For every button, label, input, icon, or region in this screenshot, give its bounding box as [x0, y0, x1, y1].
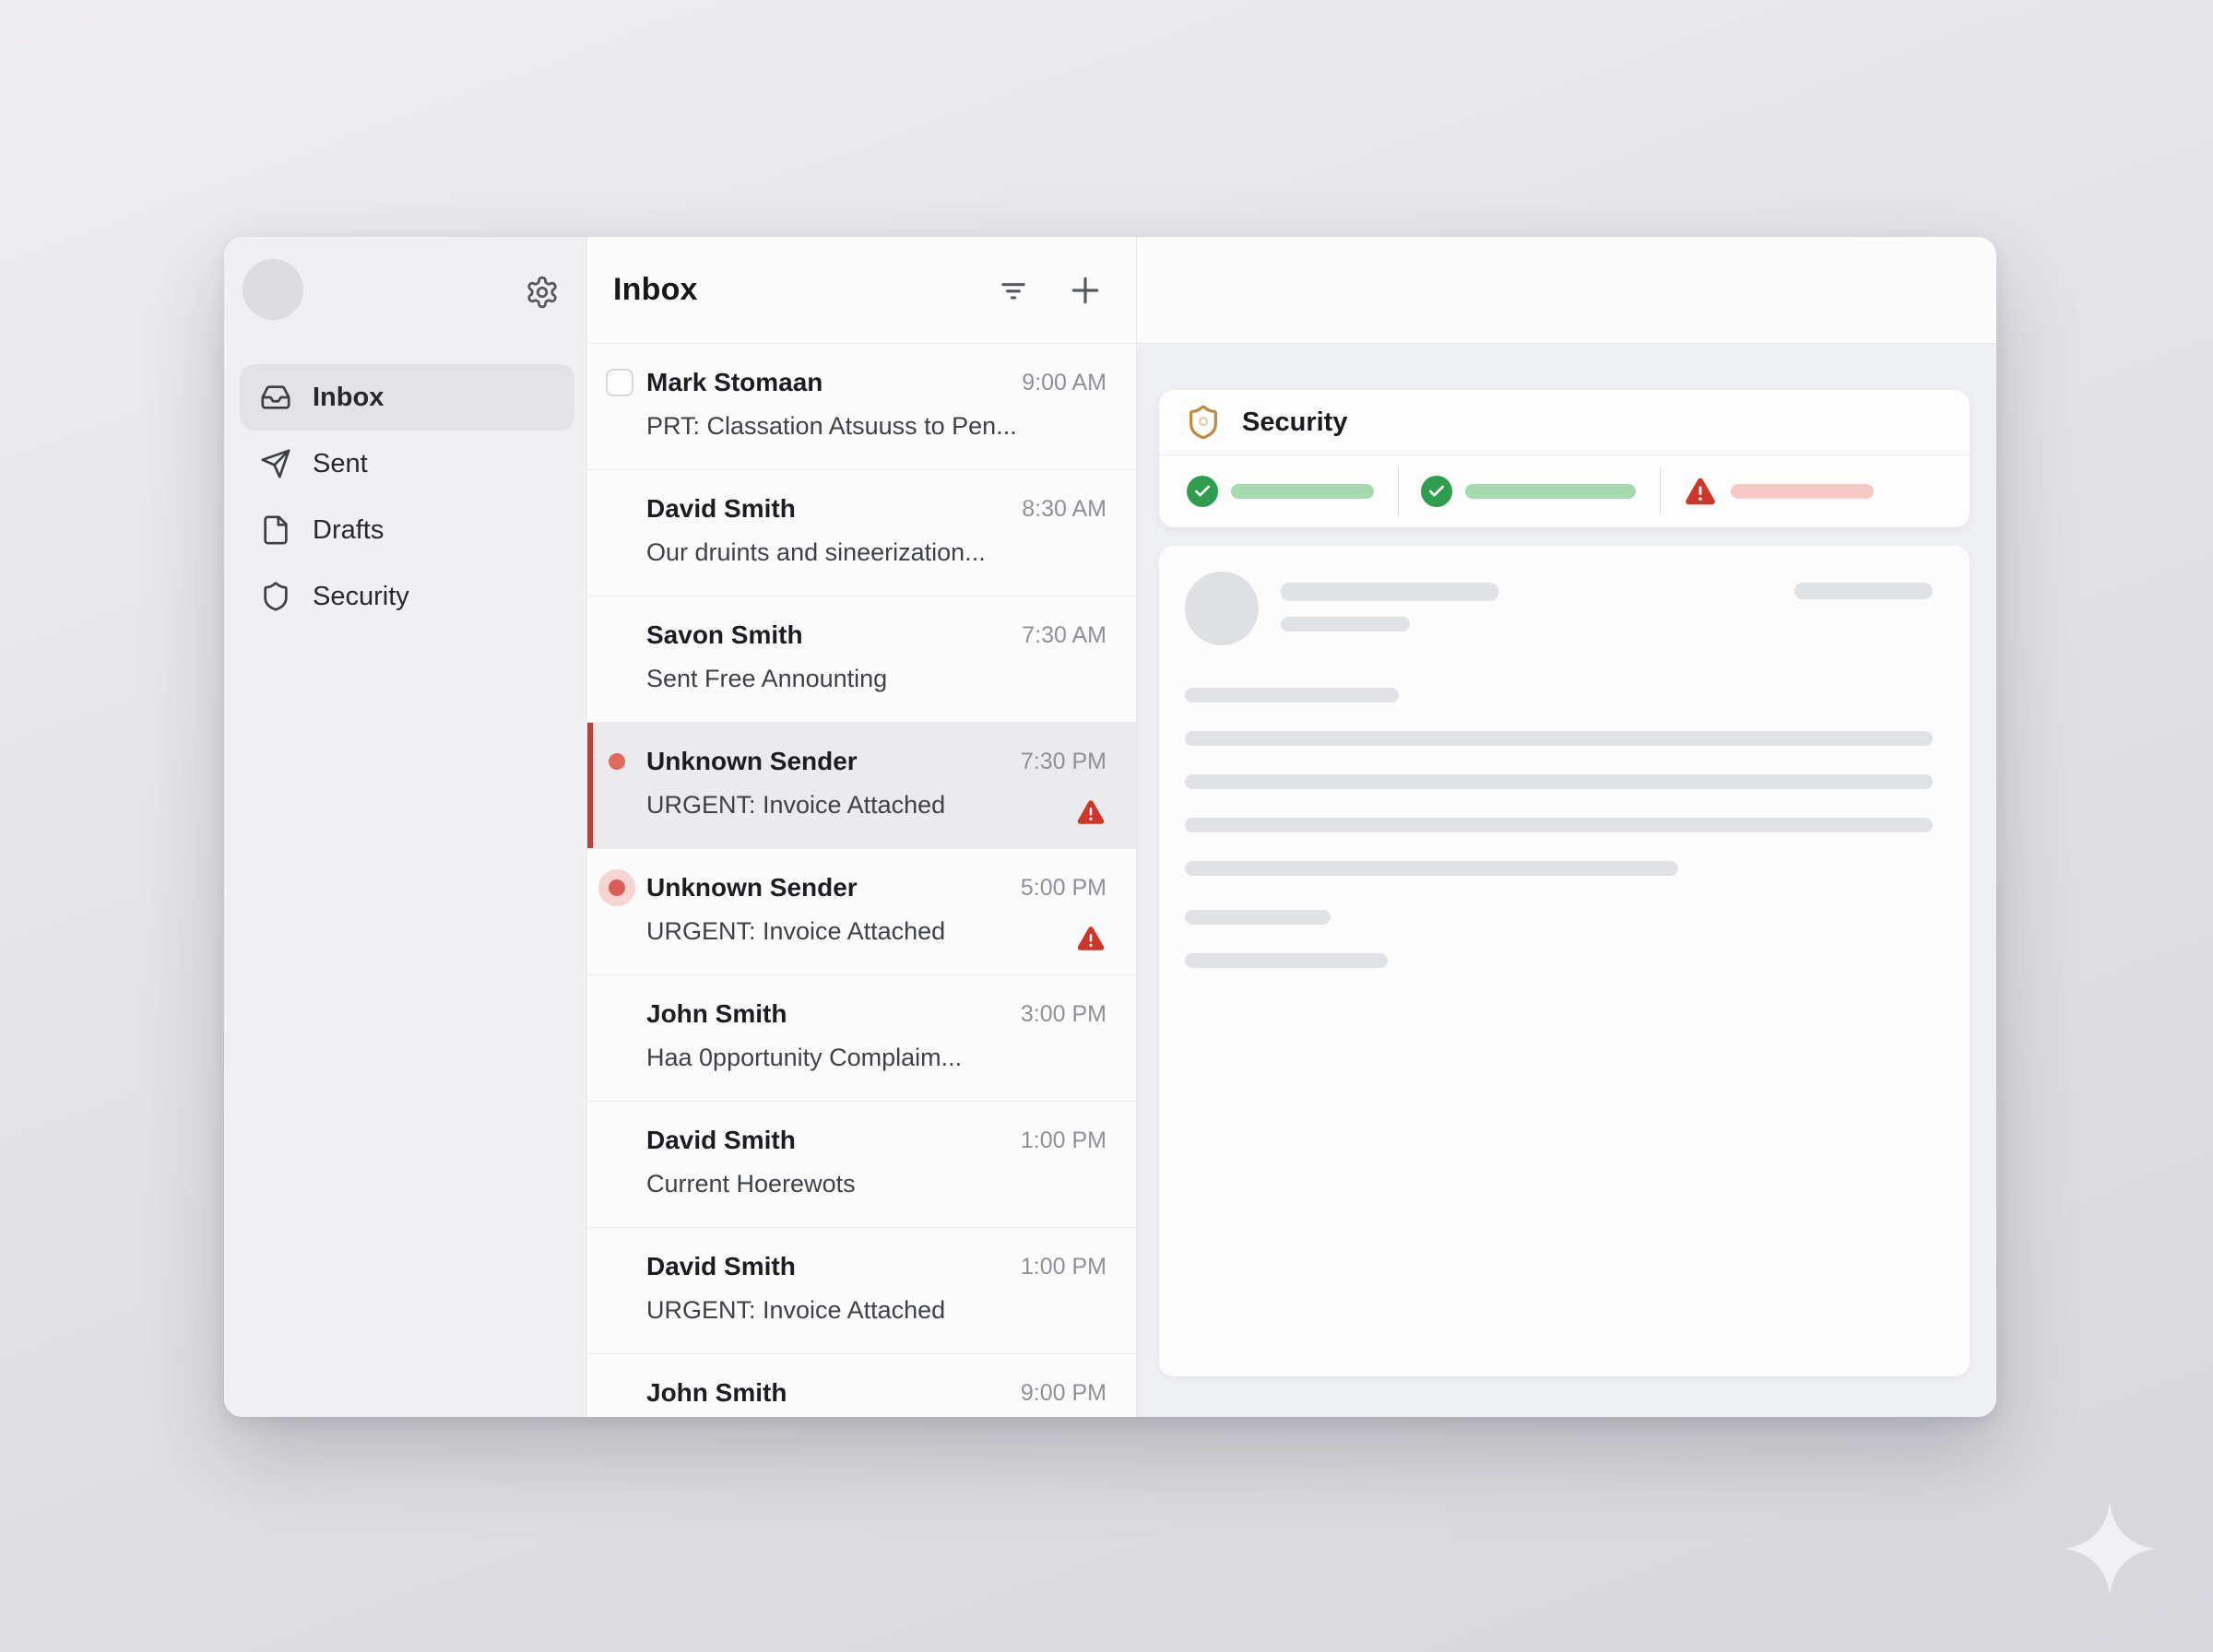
email-subject: URGENT: Invoice Attached	[646, 791, 946, 819]
shield-badge-icon	[1189, 405, 1217, 440]
email-sender: Unknown Sender	[646, 873, 858, 902]
check-circle-icon	[1421, 476, 1452, 507]
email-sender: David Smith	[646, 494, 796, 523]
email-sender: John Smith	[646, 999, 787, 1028]
security-panel-title: Security	[1242, 407, 1348, 437]
check-circle-icon	[1187, 476, 1218, 507]
email-row[interactable]: John Smith Haa 0pportunity Complaim... 3…	[587, 975, 1136, 1102]
sidebar-item-security[interactable]: Security	[240, 563, 574, 630]
sidebar: Inbox Sent Drafts Security	[224, 237, 586, 1417]
body-line-placeholder	[1185, 818, 1933, 832]
email-subject: URGENT: Invoice Attached	[646, 917, 946, 945]
email-time: 7:30 PM	[1020, 749, 1106, 774]
reading-pane: Security	[1137, 237, 1996, 1417]
subject-placeholder	[1185, 688, 1399, 702]
email-checkbox[interactable]	[606, 369, 633, 396]
sidebar-item-label: Drafts	[313, 514, 385, 545]
security-status-pass	[1165, 476, 1374, 507]
compose-button[interactable]	[1068, 273, 1103, 308]
email-row[interactable]: Unknown Sender URGENT: Invoice Attached …	[587, 849, 1136, 975]
email-time: 1:00 PM	[1020, 1127, 1106, 1153]
file-icon	[264, 515, 288, 545]
sidebar-item-sent[interactable]: Sent	[240, 431, 574, 497]
avatar[interactable]	[243, 259, 303, 320]
unread-dot	[609, 879, 625, 896]
sidebar-item-label: Sent	[313, 448, 368, 478]
email-time: 8:30 AM	[1022, 496, 1106, 522]
sender-address-placeholder	[1281, 617, 1410, 631]
email-subject: PRT: Classation Atsuuss to Pen...	[646, 412, 1017, 440]
email-client-window: Inbox Sent Drafts Security Inbox	[224, 237, 1996, 1417]
gear-icon	[527, 276, 557, 309]
body-line-placeholder	[1185, 731, 1933, 746]
status-bar-pass	[1231, 484, 1374, 499]
email-sender: David Smith	[646, 1126, 796, 1154]
send-icon	[261, 449, 290, 478]
divider	[1398, 467, 1399, 515]
sidebar-item-drafts[interactable]: Drafts	[240, 497, 574, 563]
email-row[interactable]: Mark Stomaan PRT: Classation Atsuuss to …	[587, 344, 1136, 470]
status-bar-alert	[1731, 484, 1874, 499]
shield-icon	[264, 582, 288, 611]
email-subject: Haa 0pportunity Complaim...	[646, 1044, 963, 1071]
email-row[interactable]: Savon Smith Sent Free Announting 7:30 AM	[587, 596, 1136, 723]
body-line-placeholder	[1185, 953, 1388, 968]
body-line-placeholder	[1185, 774, 1933, 789]
reading-pane-header	[1137, 237, 1996, 344]
email-subject: URGENT: Invoice Attached	[646, 1296, 946, 1324]
divider	[1660, 467, 1661, 515]
email-time: 9:00 AM	[1022, 370, 1106, 395]
warning-triangle-icon	[1686, 478, 1715, 505]
email-list-pane: Inbox Mark Stomaan PRT: Classation Atsuu…	[586, 237, 1137, 1417]
email-sender: Savon Smith	[646, 620, 803, 649]
date-placeholder	[1794, 583, 1933, 599]
body-line-placeholder	[1185, 910, 1331, 925]
email-row-selected[interactable]: Unknown Sender URGENT: Invoice Attached …	[587, 723, 1136, 849]
sidebar-item-inbox[interactable]: Inbox	[240, 364, 574, 431]
sparkle-icon	[2064, 1503, 2156, 1595]
security-status-pass	[1399, 476, 1636, 507]
email-row[interactable]: David Smith Current Hoerewots 1:00 PM	[587, 1102, 1136, 1228]
email-subject: Sent Free Announting	[646, 665, 888, 692]
security-status-alert	[1661, 474, 1874, 509]
list-header: Inbox	[587, 237, 1136, 344]
status-bar-pass	[1465, 484, 1636, 499]
security-status-row	[1159, 455, 1970, 527]
email-row[interactable]: David Smith URGENT: Invoice Attached 1:0…	[587, 1228, 1136, 1354]
sidebar-nav: Inbox Sent Drafts Security	[224, 364, 586, 630]
sidebar-item-label: Inbox	[313, 382, 385, 412]
email-sender: Mark Stomaan	[646, 368, 823, 396]
security-panel: Security	[1159, 390, 1970, 527]
email-sender: Unknown Sender	[646, 747, 858, 775]
email-subject: Our druints and sineerization...	[646, 538, 986, 566]
email-row[interactable]: David Smith Our druints and sineerizatio…	[587, 470, 1136, 596]
filter-icon	[1001, 282, 1025, 299]
sidebar-item-label: Security	[313, 581, 409, 611]
email-sender: David Smith	[646, 1252, 796, 1280]
list-title: Inbox	[613, 272, 698, 307]
unread-dot	[609, 753, 625, 770]
email-list: Mark Stomaan PRT: Classation Atsuuss to …	[587, 344, 1136, 1417]
settings-button[interactable]	[522, 272, 562, 313]
email-time: 1:00 PM	[1020, 1254, 1106, 1280]
email-sender: John Smith	[646, 1378, 787, 1407]
email-content-skeleton	[1159, 546, 1970, 1376]
filter-button[interactable]	[996, 273, 1031, 308]
sender-avatar-placeholder	[1185, 572, 1259, 645]
add-icon	[1071, 277, 1099, 303]
email-time: 5:00 PM	[1020, 875, 1106, 901]
body-line-placeholder	[1185, 861, 1679, 876]
email-time: 3:00 PM	[1020, 1001, 1106, 1027]
email-time: 9:00 PM	[1020, 1380, 1106, 1406]
sender-name-placeholder	[1281, 583, 1498, 601]
warning-triangle-icon	[1077, 800, 1105, 824]
warning-triangle-icon	[1077, 926, 1105, 950]
email-time: 7:30 AM	[1022, 622, 1106, 648]
email-row[interactable]: John Smith 9:00 PM	[587, 1354, 1136, 1417]
inbox-icon	[261, 385, 290, 409]
email-subject: Current Hoerewots	[646, 1170, 856, 1198]
